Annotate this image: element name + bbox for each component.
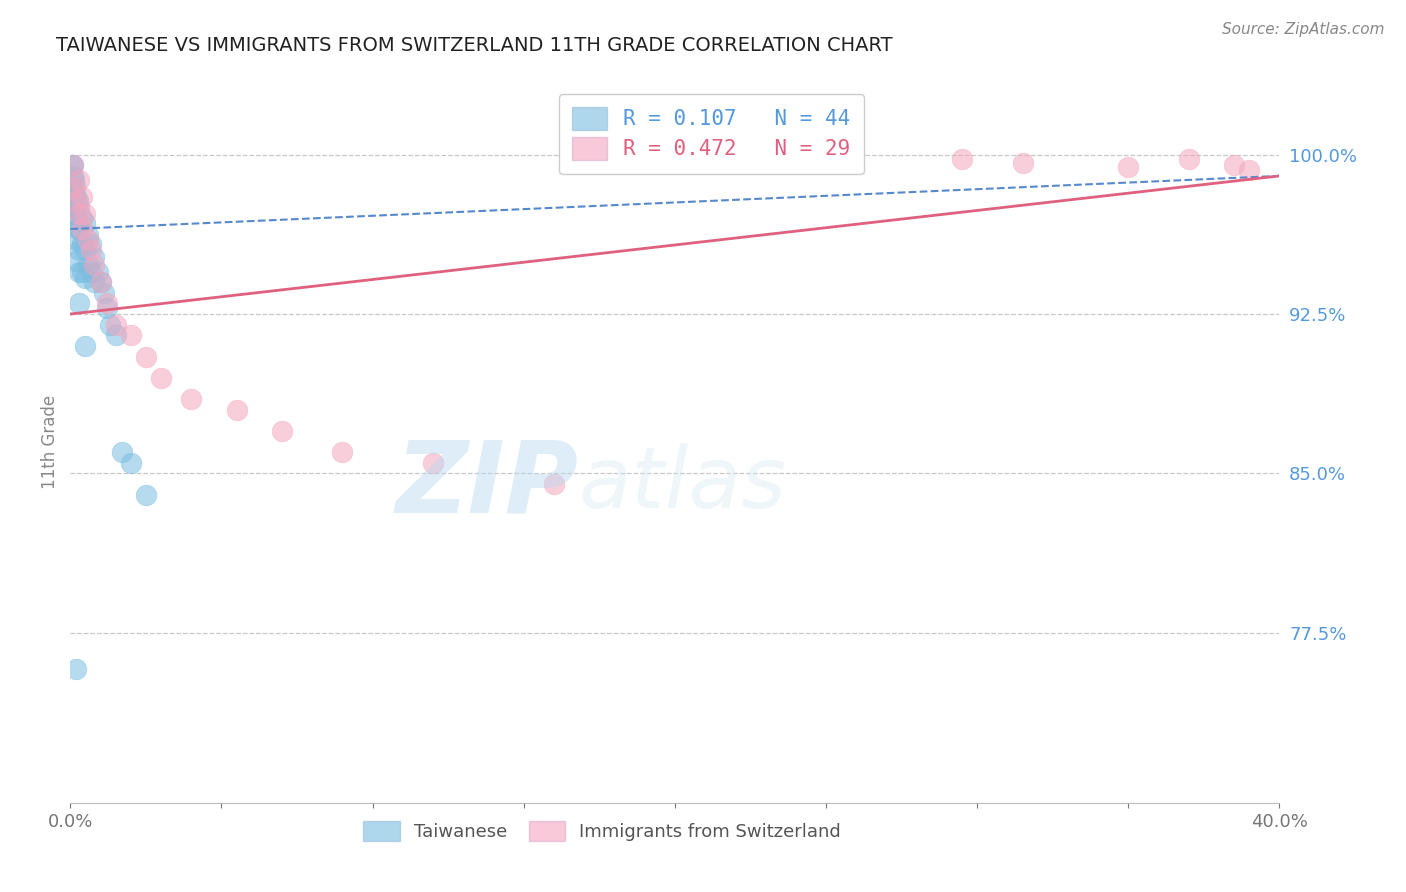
Point [1239,162,1261,177]
Point [80,236,103,251]
Text: ZIP: ZIP [395,436,578,533]
Point [86,264,108,278]
Point [180,392,202,406]
Point [1223,158,1246,172]
Point [75,339,97,353]
Point [1116,161,1139,175]
Point [67,201,90,215]
Point [63,201,86,215]
Point [66,194,89,209]
Point [104,328,127,343]
Point [72,211,94,226]
Point [332,445,354,459]
Point [77,228,100,243]
Point [77,233,100,247]
Point [67,222,90,236]
Point [75,271,97,285]
Point [62,207,84,221]
Point [67,296,90,310]
Point [65,207,87,221]
Point [80,264,103,278]
Point [72,222,94,236]
Point [80,244,103,258]
Legend: Taiwanese, Immigrants from Switzerland: Taiwanese, Immigrants from Switzerland [356,814,848,848]
Point [72,264,94,278]
Point [60,179,83,194]
Point [75,207,97,221]
Point [62,158,84,172]
Point [65,253,87,268]
Point [90,275,111,289]
Text: atlas: atlas [578,443,786,526]
Point [65,194,87,209]
Point [65,233,87,247]
Point [67,173,90,187]
Point [111,445,134,459]
Point [135,350,157,364]
Point [104,318,127,332]
Point [67,207,90,221]
Point [83,258,105,272]
Point [1011,156,1033,170]
Point [63,179,86,194]
Point [62,158,84,172]
Point [225,402,247,417]
Y-axis label: 11th Grade: 11th Grade [41,394,59,489]
Text: TAIWANESE VS IMMIGRANTS FROM SWITZERLAND 11TH GRADE CORRELATION CHART: TAIWANESE VS IMMIGRANTS FROM SWITZERLAND… [56,36,893,54]
Point [83,275,105,289]
Point [93,285,115,300]
Point [950,152,973,166]
Point [72,236,94,251]
Point [62,186,84,200]
Point [72,190,94,204]
Point [66,222,89,236]
Point [75,244,97,258]
Point [96,301,118,315]
Point [75,216,97,230]
Point [120,328,142,343]
Point [67,244,90,258]
Point [67,264,90,278]
Point [63,211,86,226]
Point [135,488,157,502]
Point [77,258,100,272]
Point [150,371,172,385]
Point [65,662,87,676]
Point [1178,152,1201,166]
Text: Source: ZipAtlas.com: Source: ZipAtlas.com [1222,22,1385,37]
Point [543,477,565,491]
Point [96,296,118,310]
Point [65,190,87,204]
Point [90,275,111,289]
Point [62,179,84,194]
Point [62,169,84,183]
Point [120,456,142,470]
Point [63,173,86,187]
Point [422,456,444,470]
Point [98,318,121,332]
Point [270,424,294,438]
Point [83,250,105,264]
Point [60,158,83,172]
